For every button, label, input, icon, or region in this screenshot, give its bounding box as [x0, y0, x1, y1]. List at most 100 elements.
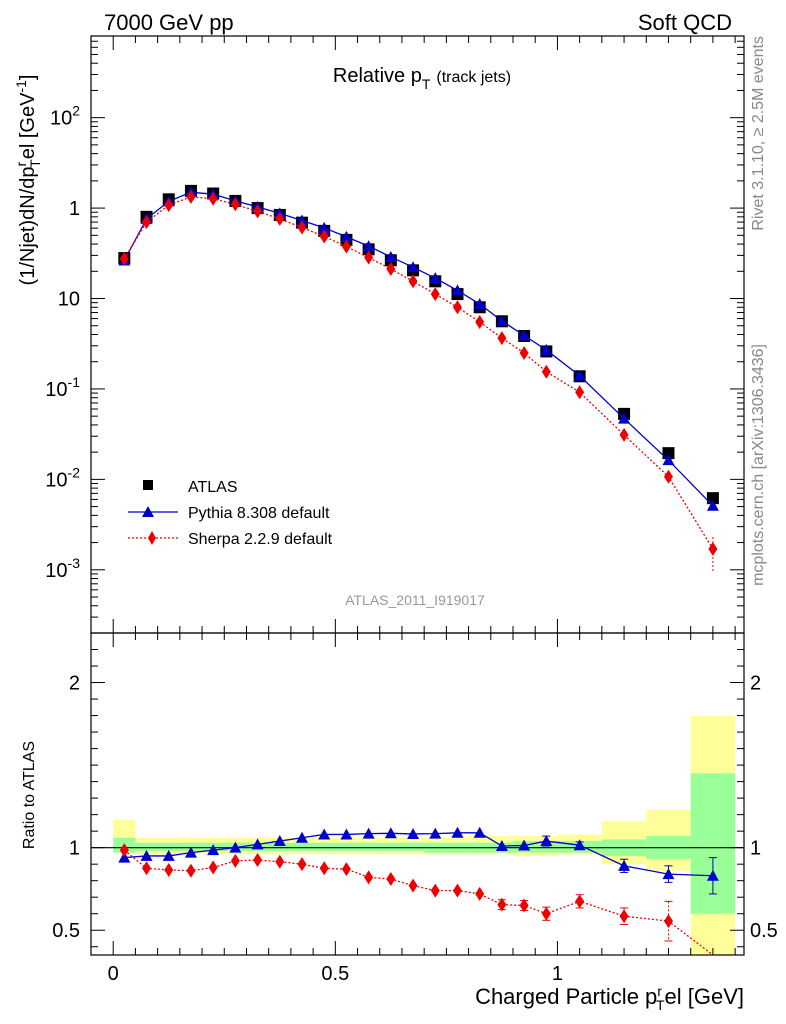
ratio-point-1-13: [408, 878, 418, 893]
ratio-point-1-12: [386, 872, 396, 887]
legend-marker-sherpa: [148, 531, 156, 545]
stat-band: [357, 842, 380, 851]
data-point-2-21: [619, 427, 629, 442]
data-point-1-22: [662, 454, 675, 466]
data-point-2-8: [297, 220, 307, 235]
ratio-point-1-9: [319, 861, 329, 876]
legend-marker-atlas: [143, 480, 153, 490]
ratio-point-0-9: [318, 828, 331, 840]
data-point-1-17: [495, 314, 508, 326]
data-point-1-19: [540, 343, 553, 355]
ratio-point-1-20: [575, 894, 585, 909]
series-line-1: [123, 191, 714, 507]
main-title: Relative pT (track jets): [333, 65, 511, 92]
data-point-1-10: [340, 230, 353, 242]
ratio-point-1-15: [452, 883, 462, 898]
ratio-point-0-14: [429, 827, 442, 839]
y-tick-label: 102: [50, 103, 80, 130]
rivet-label: Rivet 3.1.10, ≥ 2.5M events: [750, 36, 767, 231]
main-y-axis-label: (1/Njet)dN/dprTel [GeV-1]: [13, 75, 43, 286]
y-tick-label: 10-3: [45, 555, 80, 582]
data-point-1-9: [318, 221, 331, 233]
ratio-point-0-8: [296, 831, 309, 843]
ratio-point-0-1: [140, 849, 153, 861]
data-point-2-9: [319, 229, 329, 244]
ratio-point-0-21: [618, 859, 631, 871]
data-point-2-16: [475, 314, 485, 329]
ratio-point-0-18: [518, 839, 531, 851]
ratio-point-0-3: [184, 846, 197, 858]
data-point-2-7: [275, 211, 285, 226]
stat-band: [135, 842, 158, 851]
ratio-y-tick-label-right: 1: [750, 838, 761, 860]
x-tick-label: 0: [108, 963, 119, 985]
ratio-y-tick-label: 0.5: [52, 920, 80, 942]
ratio-panel: 2 2 1 1 0.5 0.5 0 0.5 1 Ratio to ATLAS Charged P…: [21, 632, 778, 1013]
ratio-point-1-11: [364, 870, 374, 885]
data-point-2-10: [341, 239, 351, 254]
ratio-point-0-20: [573, 839, 586, 851]
data-point-0-23: [706, 492, 719, 505]
ratio-point-0-7: [273, 835, 286, 847]
x-tick-label: 0.5: [321, 963, 349, 985]
data-point-1-13: [407, 261, 420, 273]
ratio-y-tick-label-right: 0.5: [750, 920, 778, 942]
data-point-2-4: [208, 191, 218, 206]
analysis-tag: ATLAS_2011_I919017: [345, 592, 485, 608]
data-point-2-22: [663, 469, 673, 484]
data-point-2-18: [519, 345, 529, 360]
ratio-point-1-4: [208, 860, 218, 875]
stat-band: [335, 842, 358, 851]
ratio-point-0-13: [407, 827, 420, 839]
stat-band: [268, 842, 291, 851]
ratio-point-1-17: [497, 897, 507, 912]
data-point-1-8: [296, 214, 309, 226]
ratio-point-1-19: [541, 906, 551, 921]
series-line-2: [123, 196, 714, 550]
mcplots-label: mcplots.cern.ch [arXiv:1306.3436]: [750, 344, 767, 586]
ratio-point-0-15: [451, 826, 464, 838]
y-tick-label: 10-1: [45, 374, 80, 401]
data-point-2-6: [253, 204, 263, 219]
ratio-series-line-0: [124, 832, 713, 877]
stat-band: [290, 842, 314, 851]
ratio-point-0-16: [473, 826, 486, 838]
ratio-point-1-21: [619, 909, 629, 924]
x-axis-label: Charged Particle pr Tel [GeV]: [475, 983, 744, 1013]
ratio-y-tick-label: 1: [69, 838, 80, 860]
data-point-2-17: [497, 331, 507, 346]
data-point-1-15: [451, 284, 464, 296]
legend-entry-sherpa: Sherpa 2.2.9 default: [188, 531, 333, 548]
data-point-2-19: [541, 364, 551, 379]
ratio-point-1-3: [186, 863, 196, 878]
ratio-point-0-17: [495, 840, 508, 852]
legend-marker-pythia: [142, 506, 154, 517]
ratio-point-0-23: [706, 869, 719, 881]
data-point-2-13: [408, 274, 418, 289]
ratio-point-1-7: [275, 854, 285, 869]
ratio-point-1-18: [519, 898, 529, 913]
ratio-frame: [90, 632, 745, 956]
stat-band: [401, 842, 425, 851]
data-point-2-15: [452, 300, 462, 315]
y-tick-label: 1: [69, 198, 80, 220]
ratio-point-0-6: [251, 838, 264, 850]
ratio-y-tick-label-right: 2: [750, 673, 761, 695]
ratio-point-1-10: [341, 862, 351, 877]
ratio-point-0-5: [229, 841, 242, 853]
ratio-point-1-0: [119, 843, 129, 858]
y-tick-label: 10: [58, 289, 80, 311]
stat-band: [157, 842, 180, 851]
ratio-point-0-22: [662, 868, 675, 880]
stat-band: [313, 842, 336, 851]
ratio-y-axis-label: Ratio to ATLAS: [21, 741, 38, 849]
ratio-point-1-2: [164, 862, 174, 877]
data-point-2-5: [230, 197, 240, 212]
stat-band: [379, 842, 402, 851]
data-point-1-21: [618, 412, 631, 424]
stat-band: [535, 841, 558, 853]
ratio-point-1-6: [253, 853, 263, 868]
data-point-2-20: [575, 385, 585, 400]
x-tick-label: 1: [552, 963, 563, 985]
data-point-1-23: [706, 499, 719, 511]
